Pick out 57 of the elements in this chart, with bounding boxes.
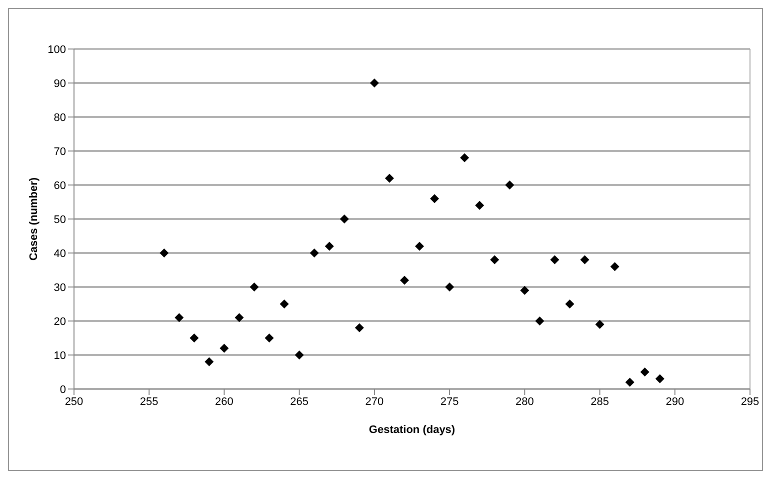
point [520,286,530,295]
point [250,282,259,292]
point [505,180,514,190]
point [370,78,379,88]
x-tick-label: 275 [440,396,459,408]
point [490,255,500,264]
point [595,320,604,329]
point [610,262,620,272]
point [475,200,484,210]
point [655,374,664,384]
point [415,242,424,251]
y-tick-label: 80 [54,112,66,124]
y-tick-label: 10 [54,350,66,362]
y-tick-label: 70 [54,146,66,158]
point [535,316,544,326]
point [340,214,349,224]
y-tick-label: 100 [48,44,66,56]
y-axis-title: Cases (number) [28,177,40,261]
point [280,300,289,308]
point [400,276,409,285]
point [625,378,634,387]
y-tick-label: 30 [54,282,66,294]
point [264,334,274,342]
y-tick-label: 50 [54,214,66,226]
point [294,350,304,360]
x-tick-label: 295 [740,396,760,408]
x-tick-label: 270 [365,396,384,408]
point [324,242,334,251]
y-tick-label: 0 [60,384,66,396]
x-tick-label: 280 [515,396,534,408]
point [460,153,470,162]
point [354,323,364,332]
x-tick-label: 250 [64,396,84,408]
x-tick-label: 265 [290,396,309,408]
point [160,248,169,258]
y-tick-label: 90 [54,78,66,90]
point [174,313,184,322]
point [550,255,560,264]
point [204,357,214,366]
y-tick-label: 60 [54,180,66,192]
y-tick-label: 20 [54,316,66,328]
x-tick-label: 285 [590,396,609,408]
point [580,255,590,264]
x-tick-label: 290 [666,396,684,408]
point [220,344,229,353]
x-axis-title: Gestation (days) [368,424,456,436]
x-tick-label: 255 [140,396,158,408]
point [640,368,650,376]
point [310,248,319,258]
point [384,174,394,183]
point [430,194,440,204]
point [565,300,574,308]
point [234,313,244,322]
point [190,334,199,342]
x-tick-label: 260 [215,396,234,408]
y-tick-label: 40 [54,248,66,260]
point [445,282,454,292]
